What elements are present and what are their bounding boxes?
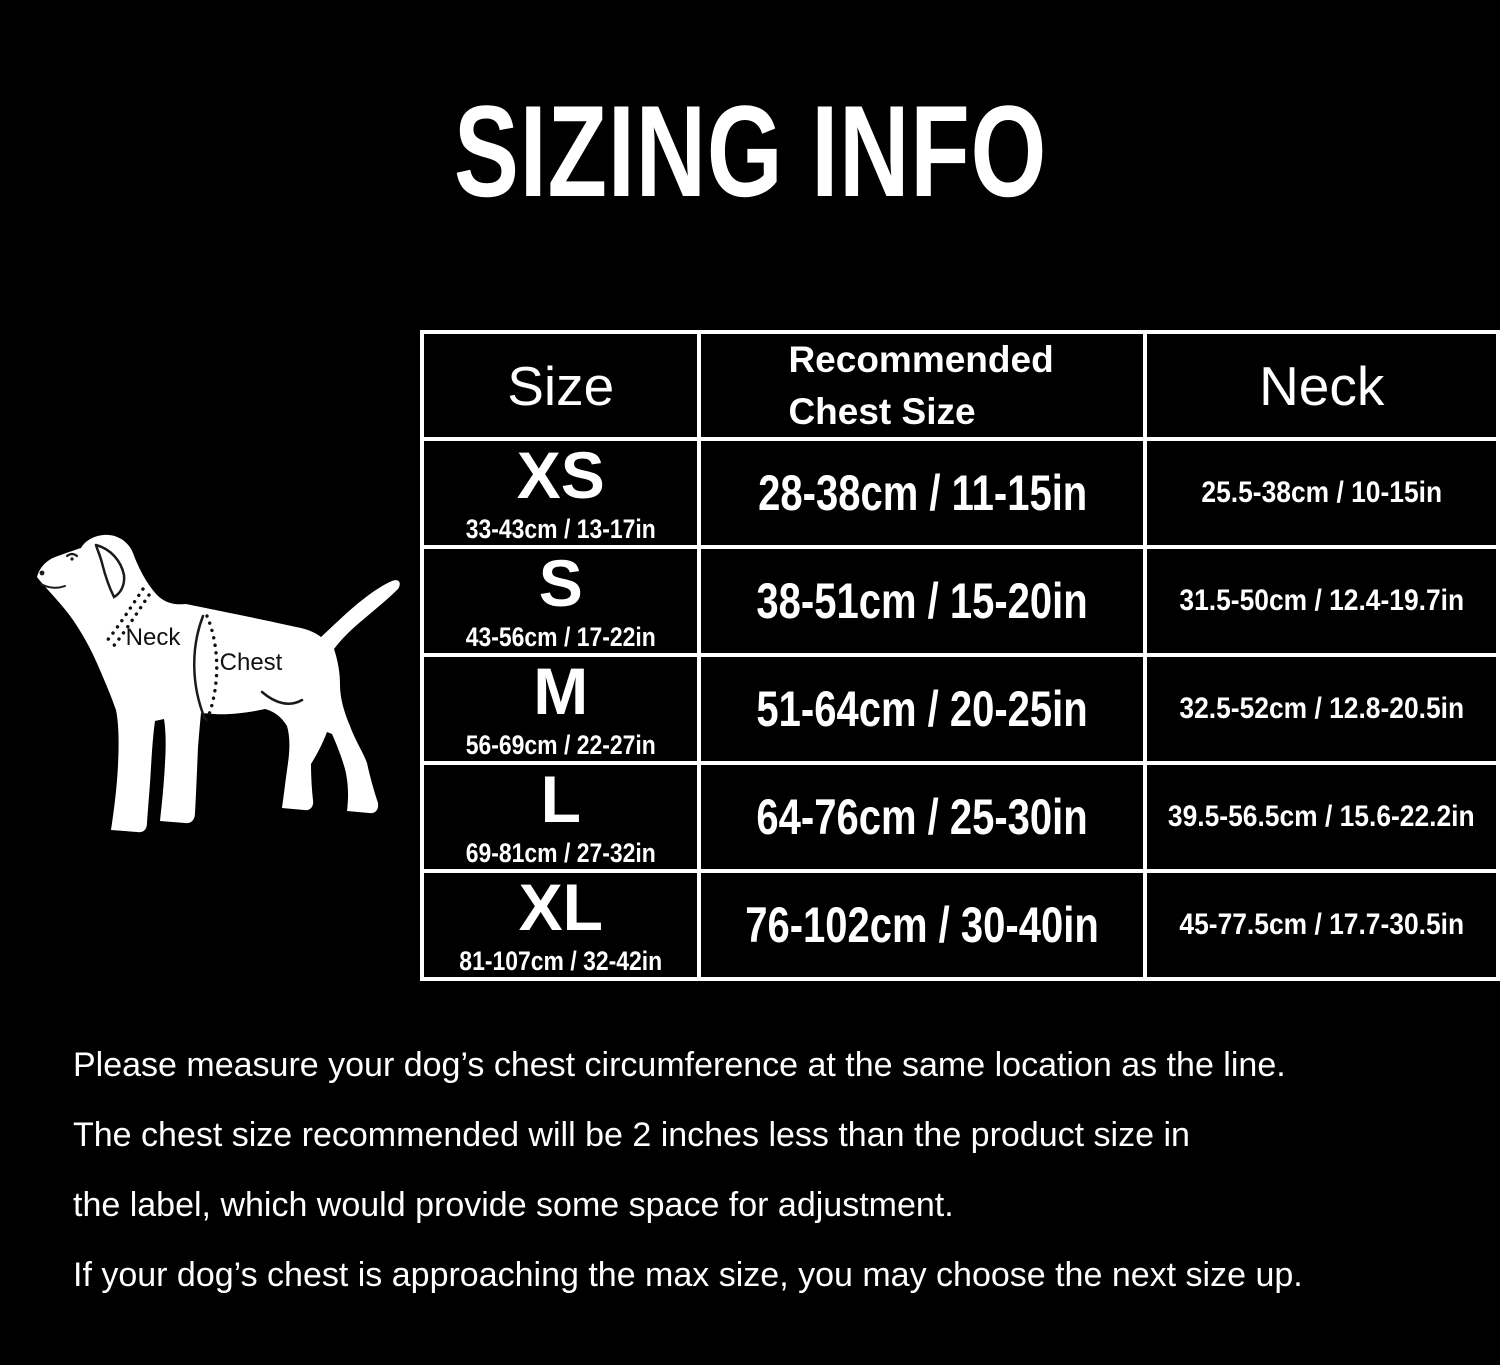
chest-value: 51-64cm / 20-25in (756, 681, 1089, 737)
size-cell: XS 33-43cm / 13-17in (419, 437, 702, 549)
size-name: S (538, 547, 583, 620)
title-bar: SIZING INFO (0, 86, 1500, 216)
neck-value: 45-77.5cm / 17.7-30.5in (1179, 908, 1465, 941)
size-detail: 69-81cm / 27-32in (465, 837, 656, 868)
size-detail: 56-69cm / 22-27in (465, 729, 656, 760)
dog-thigh-line (260, 690, 304, 705)
neck-cell: 32.5-52cm / 12.8-20.5in (1143, 653, 1500, 765)
note-line: If your dog’s chest is approaching the m… (73, 1256, 1303, 1294)
size-name: M (533, 655, 589, 728)
size-name: XS (516, 439, 605, 512)
neck-measure-dotted-line-2 (110, 593, 151, 650)
chest-value: 76-102cm / 30-40in (745, 897, 1100, 953)
size-chart-table: Size Recommended Chest Size Neck XS 33-4… (419, 330, 1500, 981)
size-detail: 43-56cm / 17-22in (465, 621, 656, 652)
dog-eye-icon (65, 552, 79, 558)
size-cell: L 69-81cm / 27-32in (419, 761, 702, 873)
chest-cell: 64-76cm / 25-30in (697, 761, 1148, 873)
col-header-chest: Recommended Chest Size (697, 330, 1148, 441)
neck-cell: 45-77.5cm / 17.7-30.5in (1143, 869, 1500, 981)
dog-measurement-diagram: Neck Chest (37, 534, 400, 833)
dog-mouth-line (40, 583, 66, 589)
size-name: L (540, 763, 581, 836)
chest-cell: 51-64cm / 20-25in (697, 653, 1148, 765)
neck-measure-dotted-line (104, 587, 145, 644)
size-name: XL (518, 871, 603, 944)
chest-value: 28-38cm / 11-15in (757, 465, 1088, 521)
note-line: Please measure your dog’s chest circumfe… (73, 1046, 1286, 1084)
size-detail: 81-107cm / 32-42in (459, 945, 663, 976)
page-title: SIZING INFO (453, 78, 1047, 224)
size-cell: XL 81-107cm / 32-42in (419, 869, 702, 981)
size-cell: S 43-56cm / 17-22in (419, 545, 702, 657)
neck-cell: 39.5-56.5cm / 15.6-22.2in (1143, 761, 1500, 873)
measurement-notes: Please measure your dog’s chest circumfe… (73, 1030, 1473, 1310)
chest-cell: 76-102cm / 30-40in (697, 869, 1148, 981)
col-header-neck-label: Neck (1259, 354, 1385, 417)
note-line: the label, which would provide some spac… (73, 1186, 954, 1224)
table-row-m: M 56-69cm / 22-27in 51-64cm / 20-25in 32… (419, 653, 1500, 765)
chest-value: 38-51cm / 15-20in (756, 573, 1089, 629)
table-row-xl: XL 81-107cm / 32-42in 76-102cm / 30-40in… (419, 869, 1500, 981)
chest-cell: 28-38cm / 11-15in (697, 437, 1148, 549)
col-header-size-label: Size (507, 354, 615, 417)
note-line: The chest size recommended will be 2 inc… (73, 1116, 1190, 1154)
dog-eye-dot (70, 557, 74, 561)
table-row-xs: XS 33-43cm / 13-17in 28-38cm / 11-15in 2… (419, 437, 1500, 549)
chest-measure-dotted-line (205, 614, 219, 722)
dog-ear-icon (94, 543, 126, 599)
neck-value: 32.5-52cm / 12.8-20.5in (1179, 692, 1465, 725)
size-detail: 33-43cm / 13-17in (465, 513, 656, 544)
dog-nose-icon (39, 570, 45, 576)
col-header-size: Size (419, 330, 702, 441)
neck-cell: 25.5-38cm / 10-15in (1143, 437, 1500, 549)
dog-silhouette (37, 534, 400, 833)
neck-value: 25.5-38cm / 10-15in (1201, 476, 1443, 509)
neck-value: 31.5-50cm / 12.4-19.7in (1179, 584, 1465, 617)
neck-value: 39.5-56.5cm / 15.6-22.2in (1168, 800, 1476, 833)
table-header-row: Size Recommended Chest Size Neck (419, 330, 1500, 441)
size-cell: M 56-69cm / 22-27in (419, 653, 702, 765)
chest-band-line (193, 614, 207, 721)
chest-value: 64-76cm / 25-30in (756, 789, 1089, 845)
neck-cell: 31.5-50cm / 12.4-19.7in (1143, 545, 1500, 657)
chest-cell: 38-51cm / 15-20in (697, 545, 1148, 657)
chest-label: Chest (220, 649, 283, 676)
neck-label: Neck (126, 624, 182, 651)
table-row-s: S 43-56cm / 17-22in 38-51cm / 15-20in 31… (419, 545, 1500, 657)
col-header-chest-label: Recommended Chest Size (788, 339, 1054, 432)
table-row-l: L 69-81cm / 27-32in 64-76cm / 25-30in 39… (419, 761, 1500, 873)
col-header-neck: Neck (1143, 330, 1500, 441)
